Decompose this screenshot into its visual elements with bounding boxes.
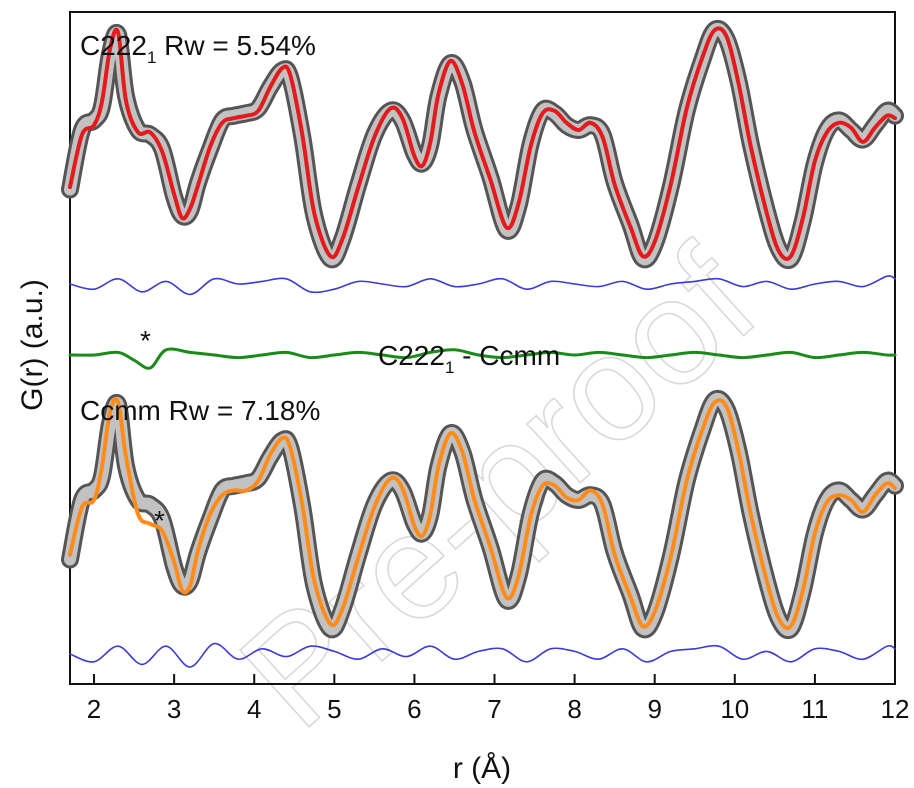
plot-frame	[69, 11, 896, 685]
series-layer	[61, 20, 904, 668]
subscript: 1	[147, 48, 156, 67]
y-axis-title: G(r) (a.u.)	[16, 279, 49, 411]
difference-curve-2	[69, 642, 896, 668]
x-tick-label-6: 6	[407, 694, 421, 724]
x-tick-label-8: 8	[567, 694, 581, 724]
x-tick-label-11: 11	[801, 694, 828, 724]
x-tick-label-5: 5	[327, 694, 341, 724]
x-axis-title: r (Å)	[453, 752, 511, 785]
asterisk-annotation-bottom: *	[154, 505, 165, 536]
calculated-curve-1	[68, 26, 897, 261]
asterisk-annotation-middle: *	[140, 325, 151, 356]
x-tick-label-3: 3	[167, 694, 181, 724]
subscript: 1	[445, 358, 454, 377]
panel-label-middle: C2221 - Ccmm	[378, 340, 560, 377]
x-tick-label-10: 10	[720, 694, 749, 724]
model-difference-curve	[68, 347, 897, 370]
panel-label-top: C2221 Rw = 5.54%	[80, 30, 316, 67]
x-tick-label-7: 7	[487, 694, 501, 724]
x-tick-label-9: 9	[647, 694, 661, 724]
x-axis-ticks: 2 3 4 5 6 7 8 9 10 11 12	[87, 674, 910, 724]
x-tick-label-2: 2	[87, 694, 101, 724]
panel-label-bottom: Ccmm Rw = 7.18%	[80, 395, 320, 426]
difference-curve-1	[69, 275, 896, 296]
x-tick-label-12: 12	[881, 694, 910, 724]
x-tick-label-4: 4	[247, 694, 261, 724]
calculated-curve-2	[68, 397, 897, 631]
